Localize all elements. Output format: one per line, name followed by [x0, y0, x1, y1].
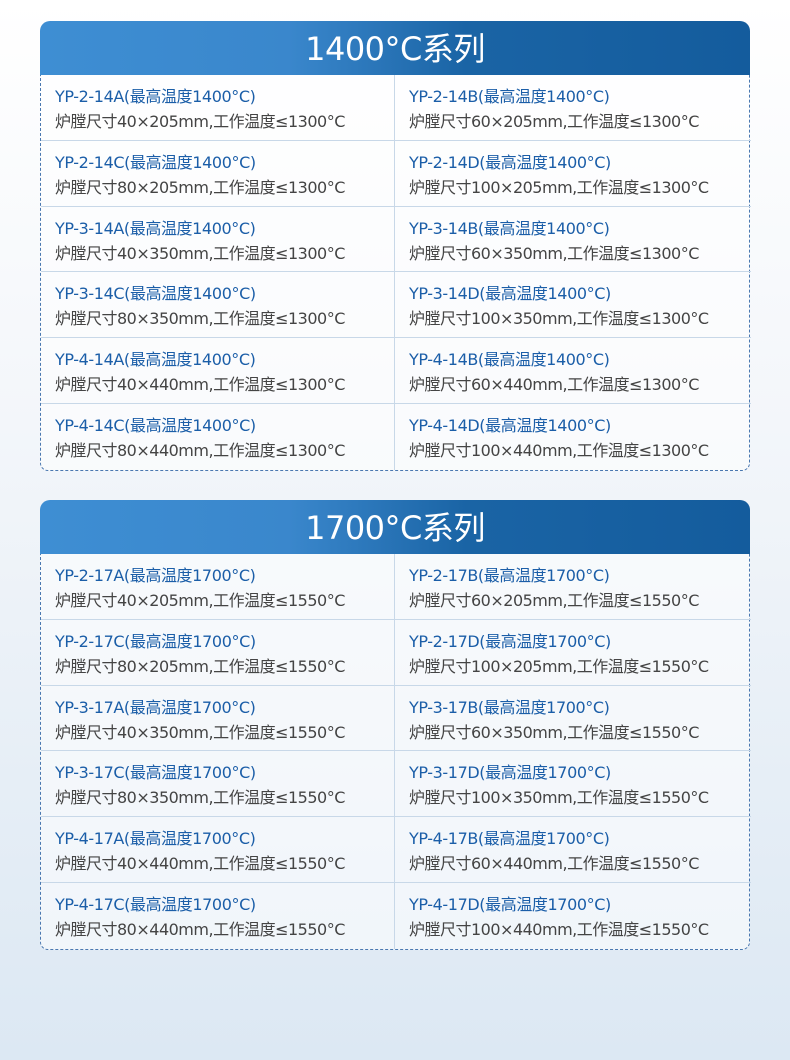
model-spec: 炉膛尺寸80×440mm,工作温度≤1550°C: [55, 919, 345, 939]
model-name: YP-4-14B(最高温度1400°C): [409, 350, 610, 370]
model-name: YP-3-17B(最高温度1700°C): [409, 697, 610, 717]
model-cell: YP-3-14C(最高温度1400°C) 炉膛尺寸80×350mm,工作温度≤13…: [41, 272, 395, 339]
model-cell: YP-4-14B(最高温度1400°C) 炉膛尺寸60×440mm,工作温度≤13…: [395, 338, 751, 404]
model-spec: 炉膛尺寸80×350mm,工作温度≤1550°C: [55, 788, 345, 808]
model-cell: YP-3-14A(最高温度1400°C) 炉膛尺寸40×350mm,工作温度≤13…: [41, 206, 395, 273]
model-cell: YP-2-17B(最高温度1700°C) 炉膛尺寸60×205mm,工作温度≤15…: [395, 554, 751, 620]
model-name: YP-2-14D(最高温度1400°C): [409, 152, 611, 172]
model-name: YP-3-14D(最高温度1400°C): [409, 284, 611, 304]
model-grid: YP-2-17A(最高温度1700°C) 炉膛尺寸40×205mm,工作温度≤15…: [40, 554, 751, 950]
section-title: 1400°C系列: [40, 21, 750, 75]
model-cell: YP-2-14B(最高温度1400°C) 炉膛尺寸60×205mm,工作温度≤13…: [395, 75, 751, 141]
model-cell: YP-3-17B(最高温度1700°C) 炉膛尺寸60×350mm,工作温度≤15…: [395, 686, 751, 752]
model-cell: YP-2-14A(最高温度1400°C) 炉膛尺寸40×205mm,工作温度≤13…: [41, 75, 395, 141]
model-cell: YP-2-14D(最高温度1400°C) 炉膛尺寸100×205mm,工作温度≤1…: [395, 141, 751, 207]
model-cell: YP-4-14C(最高温度1400°C) 炉膛尺寸80×440mm,工作温度≤13…: [41, 403, 395, 470]
model-spec: 炉膛尺寸100×350mm,工作温度≤1300°C: [409, 309, 709, 329]
model-name: YP-2-17C(最高温度1700°C): [55, 631, 256, 651]
model-spec: 炉膛尺寸80×350mm,工作温度≤1300°C: [55, 309, 345, 329]
model-spec: 炉膛尺寸60×205mm,工作温度≤1550°C: [409, 591, 699, 610]
model-cell: YP-4-14A(最高温度1400°C) 炉膛尺寸40×440mm,工作温度≤13…: [41, 338, 395, 404]
model-spec: 炉膛尺寸40×350mm,工作温度≤1300°C: [55, 243, 345, 263]
model-name: YP-3-17A(最高温度1700°C): [55, 697, 256, 717]
model-cell: YP-3-17A(最高温度1700°C) 炉膛尺寸40×350mm,工作温度≤15…: [41, 685, 395, 752]
model-cell: YP-2-17D(最高温度1700°C) 炉膛尺寸100×205mm,工作温度≤1…: [395, 620, 751, 686]
model-spec: 炉膛尺寸40×440mm,工作温度≤1300°C: [55, 375, 345, 395]
model-spec: 炉膛尺寸40×205mm,工作温度≤1550°C: [55, 591, 345, 610]
model-spec: 炉膛尺寸100×440mm,工作温度≤1300°C: [409, 440, 709, 460]
model-name: YP-2-14C(最高温度1400°C): [55, 152, 256, 172]
model-cell: YP-4-17C(最高温度1700°C) 炉膛尺寸80×440mm,工作温度≤15…: [41, 882, 395, 949]
model-spec: 炉膛尺寸60×440mm,工作温度≤1300°C: [409, 375, 699, 395]
model-name: YP-2-14A(最高温度1400°C): [55, 87, 256, 106]
model-name: YP-4-17B(最高温度1700°C): [409, 829, 610, 849]
model-name: YP-3-14C(最高温度1400°C): [55, 284, 256, 304]
model-name: YP-3-14B(最高温度1400°C): [409, 218, 610, 238]
model-cell: YP-4-17D(最高温度1700°C) 炉膛尺寸100×440mm,工作温度≤1…: [395, 883, 751, 949]
model-name: YP-4-17A(最高温度1700°C): [55, 829, 256, 849]
model-spec: 炉膛尺寸60×440mm,工作温度≤1550°C: [409, 854, 699, 874]
model-cell: YP-3-14B(最高温度1400°C) 炉膛尺寸60×350mm,工作温度≤13…: [395, 207, 751, 273]
model-cell: YP-3-14D(最高温度1400°C) 炉膛尺寸100×350mm,工作温度≤1…: [395, 272, 751, 339]
model-name: YP-4-17C(最高温度1700°C): [55, 894, 256, 914]
model-name: YP-4-14A(最高温度1400°C): [55, 350, 256, 370]
model-name: YP-2-17A(最高温度1700°C): [55, 566, 256, 585]
section-title: 1700°C系列: [40, 500, 750, 554]
model-name: YP-4-14D(最高温度1400°C): [409, 415, 611, 435]
model-cell: YP-4-14D(最高温度1400°C) 炉膛尺寸100×440mm,工作温度≤1…: [395, 404, 751, 470]
model-name: YP-4-17D(最高温度1700°C): [409, 894, 611, 914]
model-spec: 炉膛尺寸80×440mm,工作温度≤1300°C: [55, 440, 345, 460]
model-name: YP-3-17C(最高温度1700°C): [55, 763, 256, 783]
model-cell: YP-4-17A(最高温度1700°C) 炉膛尺寸40×440mm,工作温度≤15…: [41, 817, 395, 883]
model-name: YP-2-17B(最高温度1700°C): [409, 566, 610, 585]
model-spec: 炉膛尺寸100×350mm,工作温度≤1550°C: [409, 788, 709, 808]
series-1700-section: 1700°C系列 YP-2-17A(最高温度1700°C) 炉膛尺寸40×205m…: [40, 500, 751, 950]
model-spec: 炉膛尺寸80×205mm,工作温度≤1550°C: [55, 656, 345, 676]
model-spec: 炉膛尺寸40×205mm,工作温度≤1300°C: [55, 112, 345, 131]
model-cell: YP-3-17C(最高温度1700°C) 炉膛尺寸80×350mm,工作温度≤15…: [41, 751, 395, 818]
model-name: YP-2-17D(最高温度1700°C): [409, 631, 611, 651]
model-spec: 炉膛尺寸60×205mm,工作温度≤1300°C: [409, 112, 699, 131]
model-spec: 炉膛尺寸100×205mm,工作温度≤1550°C: [409, 656, 709, 676]
model-spec: 炉膛尺寸60×350mm,工作温度≤1300°C: [409, 243, 699, 263]
model-cell: YP-2-14C(最高温度1400°C) 炉膛尺寸80×205mm,工作温度≤13…: [41, 140, 395, 207]
model-cell: YP-2-17C(最高温度1700°C) 炉膛尺寸80×205mm,工作温度≤15…: [41, 619, 395, 686]
model-spec: 炉膛尺寸100×205mm,工作温度≤1300°C: [409, 177, 709, 197]
model-name: YP-2-14B(最高温度1400°C): [409, 87, 610, 106]
model-spec: 炉膛尺寸60×350mm,工作温度≤1550°C: [409, 722, 699, 742]
model-cell: YP-3-17D(最高温度1700°C) 炉膛尺寸100×350mm,工作温度≤1…: [395, 751, 751, 818]
model-spec: 炉膛尺寸40×350mm,工作温度≤1550°C: [55, 722, 345, 742]
model-spec: 炉膛尺寸40×440mm,工作温度≤1550°C: [55, 854, 345, 874]
series-1400-section: 1400°C系列 YP-2-14A(最高温度1400°C) 炉膛尺寸40×205m…: [40, 21, 751, 471]
model-spec: 炉膛尺寸80×205mm,工作温度≤1300°C: [55, 177, 345, 197]
model-name: YP-4-14C(最高温度1400°C): [55, 415, 256, 435]
model-grid: YP-2-14A(最高温度1400°C) 炉膛尺寸40×205mm,工作温度≤13…: [40, 75, 751, 471]
model-name: YP-3-14A(最高温度1400°C): [55, 218, 256, 238]
model-cell: YP-2-17A(最高温度1700°C) 炉膛尺寸40×205mm,工作温度≤15…: [41, 554, 395, 620]
model-spec: 炉膛尺寸100×440mm,工作温度≤1550°C: [409, 919, 709, 939]
model-cell: YP-4-17B(最高温度1700°C) 炉膛尺寸60×440mm,工作温度≤15…: [395, 817, 751, 883]
model-name: YP-3-17D(最高温度1700°C): [409, 763, 611, 783]
